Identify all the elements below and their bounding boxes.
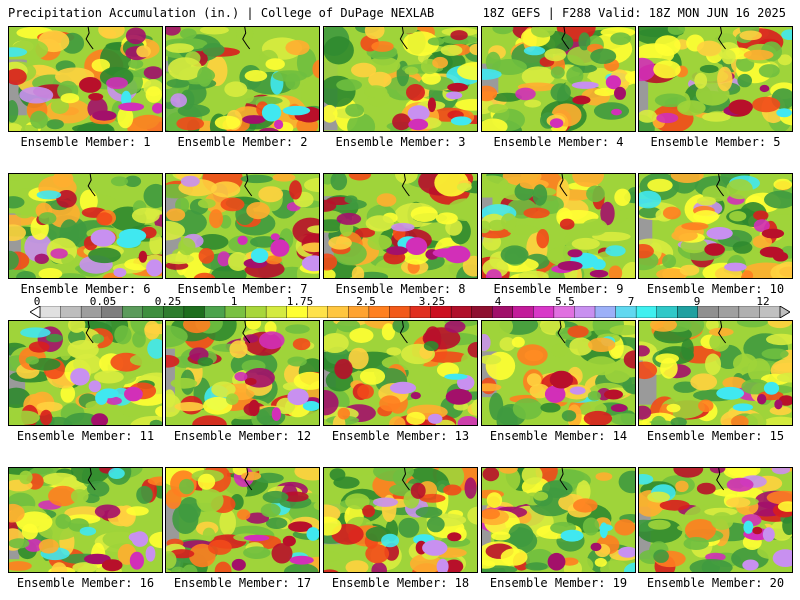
ensemble-member-panel (323, 467, 478, 573)
colorbar-swatch (265, 306, 288, 318)
colorbar-swatch (450, 306, 473, 318)
ensemble-member-label: Ensemble Member: 9 (493, 282, 624, 296)
colorbar-swatch (39, 306, 62, 318)
ensemble-member-label: Ensemble Member: 16 (16, 576, 155, 590)
precipitation-map (324, 27, 477, 131)
ensemble-member-label: Ensemble Member: 5 (650, 135, 781, 149)
ensemble-member-panel (8, 320, 163, 426)
ensemble-member-panel (323, 173, 478, 279)
precipitation-map (9, 321, 162, 425)
precipitation-map (639, 321, 792, 425)
colorbar-swatch (204, 306, 226, 318)
colorbar-swatch (512, 306, 534, 318)
colorbar-swatch (389, 306, 411, 318)
page-title: Precipitation Accumulation (in.) | Colle… (8, 6, 435, 20)
colorbar-swatch (122, 306, 144, 318)
precipitation-map (639, 174, 792, 278)
ensemble-member-panel (638, 173, 793, 279)
ensemble-member-label: Ensemble Member: 4 (493, 135, 624, 149)
ensemble-member-panel (165, 173, 320, 279)
ensemble-member-label: Ensemble Member: 10 (646, 282, 785, 296)
ensemble-member-panel (165, 26, 320, 132)
precipitation-map (482, 174, 635, 278)
ensemble-member-panel (481, 173, 636, 279)
precipitation-map (324, 321, 477, 425)
precipitation-map (9, 27, 162, 131)
ensemble-member-panel (165, 467, 320, 573)
ensemble-member-label: Ensemble Member: 6 (20, 282, 151, 296)
colorbar-swatch (718, 306, 740, 318)
ensemble-member-label: Ensemble Member: 3 (335, 135, 466, 149)
ensemble-member-panel (638, 467, 793, 573)
colorbar-tick-label: 0 (33, 295, 41, 308)
ensemble-member-panel (323, 320, 478, 426)
ensemble-member-label: Ensemble Member: 2 (177, 135, 308, 149)
precipitation-map (9, 468, 162, 572)
precipitation-map (482, 27, 635, 131)
ensemble-member-panel (323, 26, 478, 132)
colorbar-swatch (594, 306, 617, 318)
ensemble-member-panel (481, 467, 636, 573)
ensemble-member-panel (481, 320, 636, 426)
colorbar-swatch (60, 306, 82, 318)
precipitation-map (9, 174, 162, 278)
colorbar-swatch (697, 306, 719, 318)
colorbar-tick-label: 7 (627, 295, 635, 308)
ensemble-member-label: Ensemble Member: 7 (177, 282, 308, 296)
colorbar-right-arrow (779, 306, 790, 318)
ensemble-member-panel (8, 173, 163, 279)
colorbar-tick-label: 3.25 (418, 295, 446, 308)
ensemble-member-label: Ensemble Member: 20 (646, 576, 785, 590)
precipitation-map (166, 174, 319, 278)
ensemble-member-label: Ensemble Member: 17 (173, 576, 312, 590)
colorbar-swatch (656, 306, 678, 318)
colorbar-tick-label: 0.25 (154, 295, 182, 308)
ensemble-member-label: Ensemble Member: 18 (331, 576, 470, 590)
precipitation-map (482, 321, 635, 425)
colorbar-swatch (574, 306, 596, 318)
ensemble-member-label: Ensemble Member: 8 (335, 282, 466, 296)
precipitation-map (324, 468, 477, 572)
precipitation-map (166, 27, 319, 131)
precipitation-map (482, 468, 635, 572)
colorbar-tick-label: 1 (230, 295, 238, 308)
colorbar-swatch (245, 306, 267, 318)
ensemble-member-panel (638, 320, 793, 426)
ensemble-member-panel (638, 26, 793, 132)
precipitation-map (324, 174, 477, 278)
colorbar-tick-label: 12 (756, 295, 770, 308)
run-info: 18Z GEFS | F288 Valid: 18Z MON JUN 16 20… (482, 6, 786, 20)
ensemble-member-label: Ensemble Member: 11 (16, 429, 155, 443)
colorbar-swatch (635, 306, 658, 318)
ensemble-member-panel (8, 26, 163, 132)
colorbar-tick-label: 1.75 (286, 295, 314, 308)
ensemble-member-panel (165, 320, 320, 426)
colorbar-left-arrow (30, 306, 41, 318)
ensemble-member-panel (8, 467, 163, 573)
colorbar-tick-label: 4 (494, 295, 502, 308)
ensemble-member-panel (481, 26, 636, 132)
colorbar-tick-label: 5.5 (555, 295, 575, 308)
ensemble-member-label: Ensemble Member: 19 (489, 576, 628, 590)
precipitation-map (166, 468, 319, 572)
colorbar-tick-label: 9 (693, 295, 701, 308)
colorbar-swatch (327, 306, 349, 318)
ensemble-member-label: Ensemble Member: 14 (489, 429, 628, 443)
precipitation-map (166, 321, 319, 425)
precipitation-map (639, 468, 792, 572)
colorbar-tick-label: 0.05 (89, 295, 117, 308)
colorbar-tick-label: 2.5 (356, 295, 376, 308)
ensemble-member-label: Ensemble Member: 12 (173, 429, 312, 443)
ensemble-member-label: Ensemble Member: 13 (331, 429, 470, 443)
precipitation-map (639, 27, 792, 131)
ensemble-member-label: Ensemble Member: 1 (20, 135, 151, 149)
colorbar (30, 306, 790, 318)
ensemble-member-label: Ensemble Member: 15 (646, 429, 785, 443)
colorbar-swatch (533, 306, 555, 318)
colorbar-swatch (471, 306, 493, 318)
colorbar-swatch (183, 306, 205, 318)
